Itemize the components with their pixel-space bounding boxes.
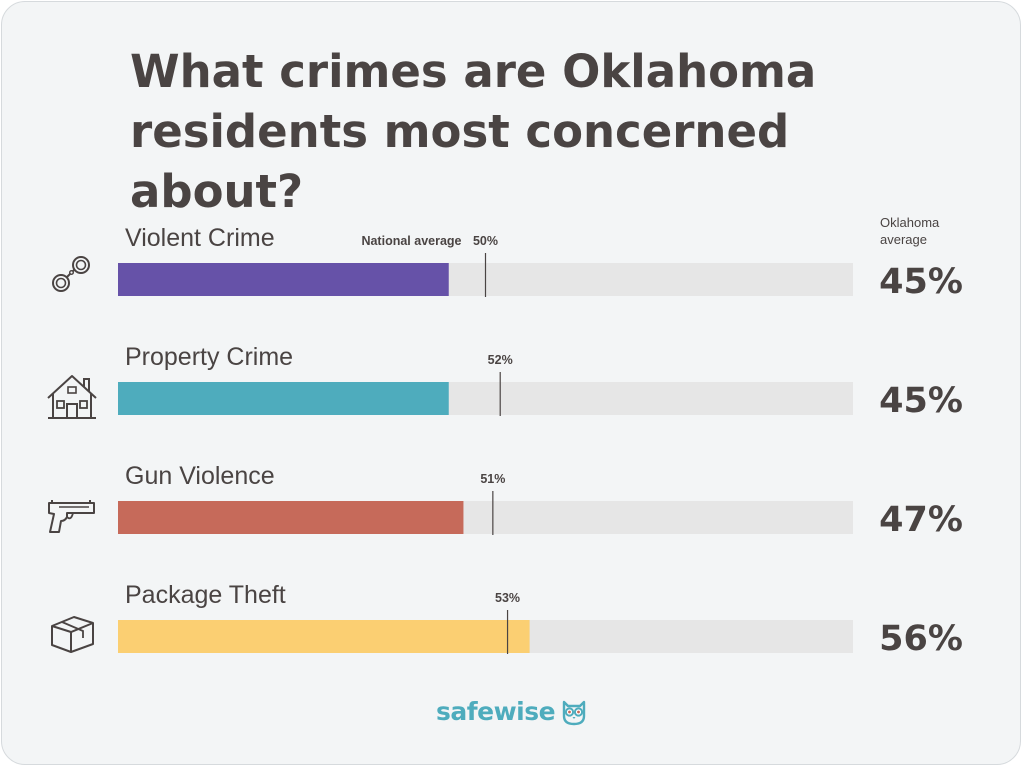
oklahoma-bar	[118, 620, 530, 653]
house-icon	[47, 375, 97, 419]
oklahoma-value: 45%	[879, 262, 963, 302]
oklahoma-bar	[118, 382, 449, 415]
national-average-value: 51%	[480, 472, 505, 486]
safewise-logo: safewise	[436, 696, 588, 726]
national-average-value: 53%	[495, 591, 520, 605]
category-label: Violent Crime	[125, 224, 275, 252]
handgun-icon	[48, 500, 95, 533]
national-average-label: National average	[361, 234, 461, 248]
oklahoma-value: 45%	[879, 381, 963, 421]
category-label: Gun Violence	[125, 462, 275, 490]
package-icon	[51, 616, 94, 653]
oklahoma-average-header: Oklahoma average	[880, 214, 980, 248]
oklahoma-bar	[118, 263, 449, 296]
category-label: Property Crime	[125, 343, 293, 371]
oklahoma-value: 47%	[879, 500, 963, 540]
title-line-1: What crimes are Oklahoma	[130, 45, 817, 98]
owl-logo-icon	[562, 700, 586, 726]
national-average-value: 50%	[473, 234, 498, 248]
national-average-value: 52%	[488, 353, 513, 367]
avg-header-line-1: Oklahoma	[880, 215, 940, 230]
category-label: Package Theft	[125, 581, 286, 609]
title-line-2: residents most concerned about?	[130, 105, 790, 218]
oklahoma-bar	[118, 501, 464, 534]
avg-header-line-2: average	[880, 232, 927, 247]
logo-text: safewise	[436, 696, 556, 726]
handcuffs-icon	[52, 256, 90, 292]
oklahoma-value: 56%	[879, 619, 963, 659]
chart-title: What crimes are Oklahoma residents most …	[130, 42, 950, 222]
